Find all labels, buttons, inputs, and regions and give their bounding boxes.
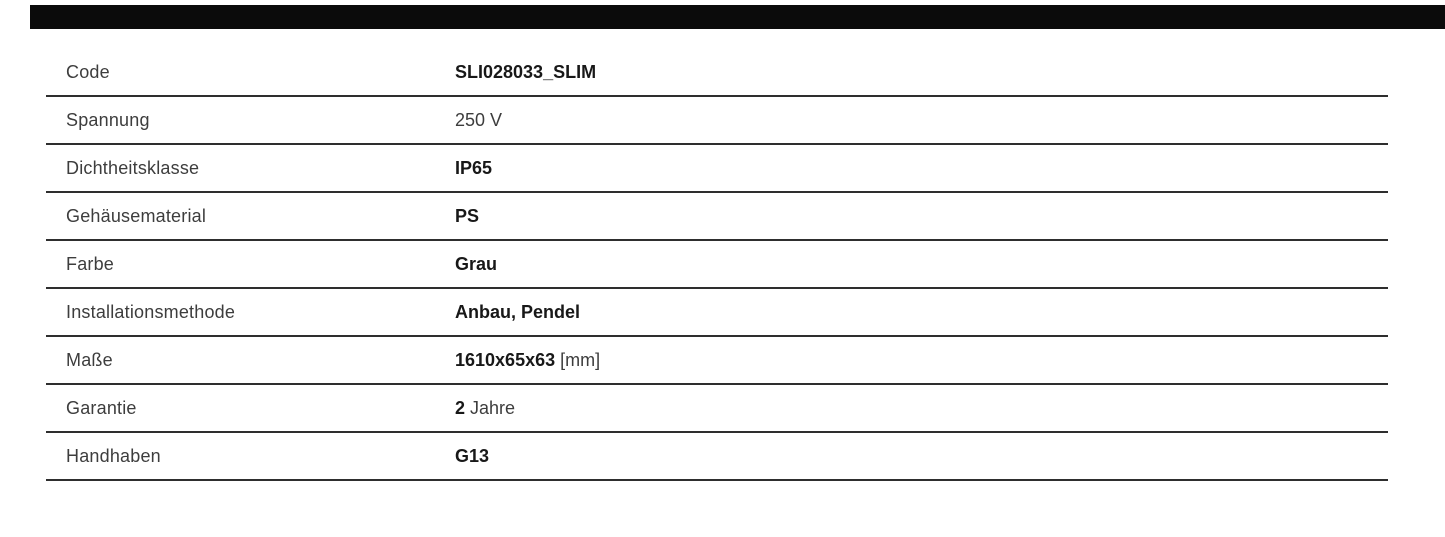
- spec-label: Handhaben: [66, 445, 161, 466]
- table-row: Code SLI028033_SLIM: [46, 49, 1388, 97]
- spec-value: PS: [455, 206, 479, 227]
- table-row: Spannung 250 V: [46, 97, 1388, 145]
- table-row: Handhaben G13: [46, 433, 1388, 481]
- spec-value-bold: IP65: [455, 157, 493, 178]
- spec-table: Code SLI028033_SLIM Spannung 250 V Dicht…: [46, 49, 1388, 481]
- spec-label: Maße: [66, 349, 113, 370]
- table-row: Dichtheitsklasse IP65: [46, 145, 1388, 193]
- table-row: Gehäusematerial PS: [46, 193, 1388, 241]
- spec-value-regular: [mm]: [555, 349, 601, 370]
- spec-label: Gehäusematerial: [66, 205, 207, 226]
- spec-value: 2 Jahre: [455, 398, 515, 419]
- top-bar: [30, 5, 1445, 29]
- spec-value-bold: 2: [455, 397, 466, 418]
- spec-value-regular: 250 V: [455, 109, 503, 130]
- spec-label: Garantie: [66, 397, 137, 418]
- spec-value-bold: 1610x65x63: [455, 349, 556, 370]
- spec-label: Installationsmethode: [66, 301, 236, 322]
- table-row: Garantie 2 Jahre: [46, 385, 1388, 433]
- spec-label: Code: [66, 61, 110, 82]
- spec-value-bold: SLI028033_SLIM: [455, 61, 597, 82]
- spec-value: IP65: [455, 158, 492, 179]
- spec-value: Grau: [455, 254, 497, 275]
- spec-value: Anbau, Pendel: [455, 302, 580, 323]
- spec-value: 1610x65x63 [mm]: [455, 350, 600, 371]
- spec-label: Farbe: [66, 253, 115, 274]
- spec-value: 250 V: [455, 110, 502, 131]
- spec-value-bold: Grau: [455, 253, 498, 274]
- spec-value-regular: Jahre: [465, 397, 516, 418]
- spec-value-bold: Anbau, Pendel: [455, 301, 581, 322]
- table-row: Installationsmethode Anbau, Pendel: [46, 289, 1388, 337]
- spec-value-bold: G13: [455, 445, 490, 466]
- spec-label: Dichtheitsklasse: [66, 157, 200, 178]
- spec-value: G13: [455, 446, 489, 467]
- table-row: Farbe Grau: [46, 241, 1388, 289]
- spec-value: SLI028033_SLIM: [455, 62, 596, 83]
- spec-value-bold: PS: [455, 205, 480, 226]
- spec-label: Spannung: [66, 109, 150, 130]
- table-row: Maße 1610x65x63 [mm]: [46, 337, 1388, 385]
